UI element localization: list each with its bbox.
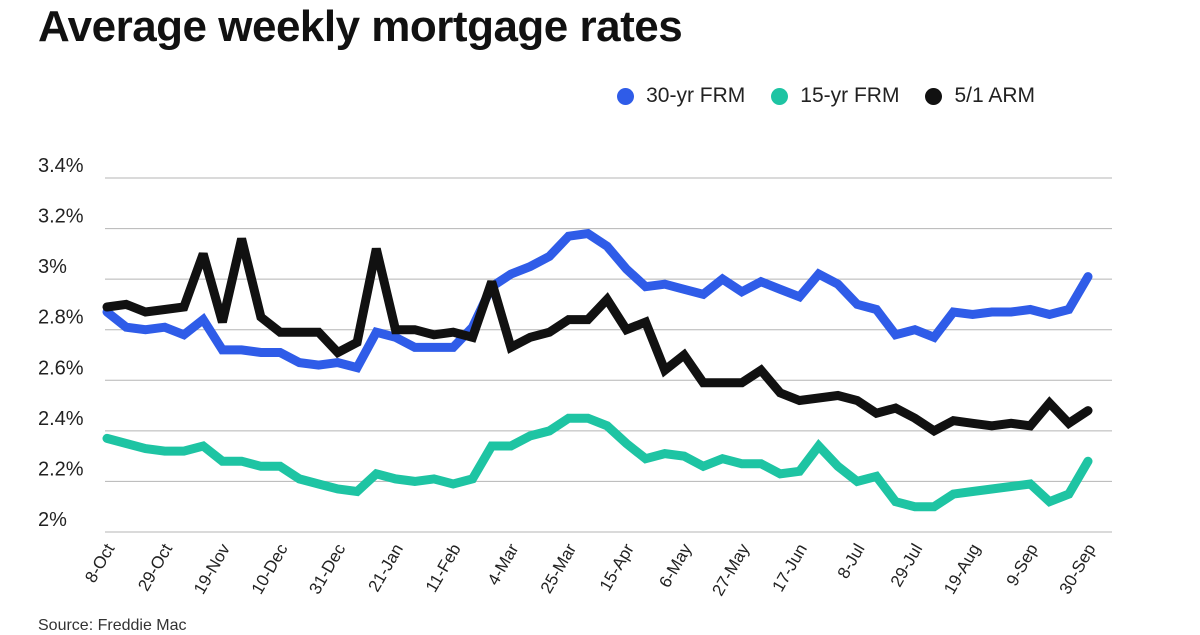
x-tick-label: 8-Jul [834, 541, 869, 582]
legend-marker-arm [925, 87, 943, 105]
series-line-5-1-arm [102, 237, 1093, 437]
y-tick-label: 2% [38, 509, 67, 531]
legend-label-arm: 5/1 ARM [954, 84, 1035, 107]
y-tick-label: 2.4% [38, 408, 84, 430]
x-tick-label: 17-Jun [768, 541, 810, 596]
source-note: Source: Freddie Mac [38, 617, 187, 634]
chart-title: Average weekly mortgage rates [38, 2, 683, 51]
legend-item-15yr: 15-yr FRM [771, 84, 899, 108]
x-tick-label: 29-Jul [887, 541, 927, 591]
x-tick-label: 8-Oct [81, 540, 118, 586]
x-tick-label: 29-Oct [134, 540, 176, 594]
legend-marker-30yr [617, 87, 635, 105]
legend: 30-yr FRM 15-yr FRM 5/1 ARM [617, 84, 1035, 108]
x-tick-label: 30-Sep [1056, 541, 1100, 598]
y-tick-label: 3.2% [38, 206, 84, 228]
x-tick-label: 4-Mar [484, 540, 523, 588]
y-tick-label: 3% [38, 256, 67, 278]
legend-label-15yr: 15-yr FRM [800, 84, 900, 107]
x-tick-label: 15-Apr [596, 540, 638, 594]
y-tick-label: 2.6% [38, 357, 84, 379]
x-tick-label: 19-Nov [190, 540, 234, 597]
y-tick-label: 2.8% [38, 307, 84, 329]
x-tick-label: 9-Sep [1003, 541, 1042, 590]
x-tick-label: 6-May [655, 540, 695, 591]
legend-item-30yr: 30-yr FRM [617, 84, 745, 108]
legend-marker-15yr [771, 87, 789, 105]
legend-item-arm: 5/1 ARM [925, 84, 1035, 108]
x-tick-label: 25-Mar [537, 540, 581, 596]
x-tick-label: 27-May [708, 540, 753, 599]
series-line-30-yr-frm [102, 228, 1093, 373]
legend-label-30yr: 30-yr FRM [646, 84, 746, 107]
series-line-15-yr-frm [102, 413, 1093, 512]
x-tick-label: 10-Dec [248, 540, 292, 597]
x-tick-label: 31-Dec [305, 540, 349, 597]
y-tick-label: 2.2% [38, 458, 84, 480]
x-tick-label: 21-Jan [365, 541, 407, 596]
x-tick-label: 11-Feb [422, 541, 465, 596]
x-tick-label: 19-Aug [940, 541, 984, 598]
y-tick-label: 3.4% [38, 155, 84, 177]
